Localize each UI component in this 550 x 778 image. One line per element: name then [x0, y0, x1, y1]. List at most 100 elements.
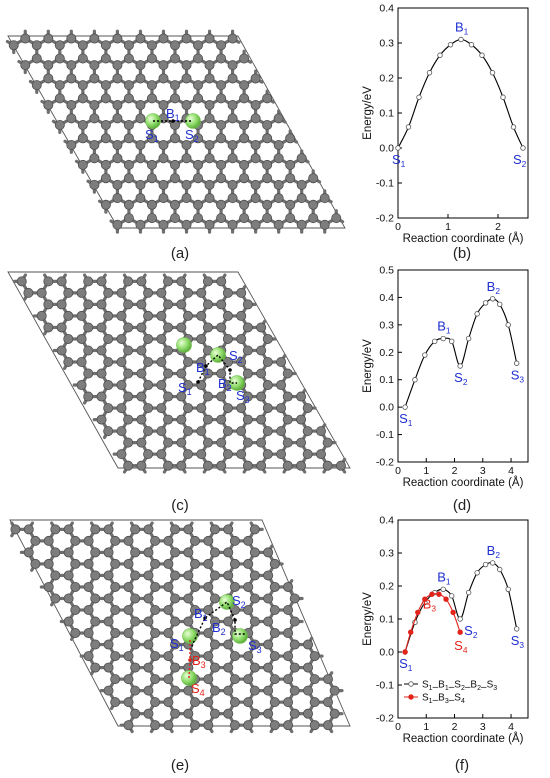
carbon-atom	[242, 391, 253, 402]
carbon-atom	[110, 651, 121, 662]
data-point	[426, 70, 433, 76]
structure-panel-a: S1 B1 S2	[5, 29, 346, 234]
carbon-atom	[216, 40, 227, 51]
carbon-atom	[176, 368, 187, 379]
carbon-atom	[112, 219, 123, 230]
data-point	[468, 42, 475, 48]
carbon-atom	[100, 80, 111, 91]
carbon-atom	[193, 133, 204, 144]
y-tick-label: 0.5	[379, 265, 394, 277]
carbon-atom	[170, 524, 181, 535]
carbon-atom	[322, 720, 333, 731]
carbon-atom	[158, 153, 169, 164]
data-point	[457, 616, 463, 622]
data-point	[520, 145, 526, 151]
carbon-atom	[136, 414, 147, 425]
carbon-atom	[156, 333, 167, 344]
carbon-atom	[123, 80, 134, 91]
carbon-atom	[204, 113, 215, 124]
carbon-atom	[89, 100, 100, 111]
carbon-atom	[250, 193, 261, 204]
carbon-atom	[100, 120, 111, 131]
carbon-atom	[223, 547, 234, 558]
carbon-atom	[263, 593, 274, 604]
carbon-atom	[83, 345, 94, 356]
carbon-atom	[146, 93, 157, 104]
carbon-atom	[163, 628, 174, 639]
carbon-atom	[83, 391, 94, 402]
carbon-atom	[282, 391, 293, 402]
carbon-atom	[216, 120, 227, 131]
carbon-atom	[143, 380, 154, 391]
carbon-atom	[243, 558, 254, 569]
carbon-atom	[100, 173, 111, 184]
carbon-atom	[31, 40, 42, 51]
carbon-atom	[136, 460, 147, 471]
carbon-atom	[222, 426, 233, 437]
carbon-atom	[83, 299, 94, 310]
lithium-atom	[210, 347, 226, 363]
point-label-S2: S2	[464, 623, 478, 640]
carbon-atom	[63, 547, 74, 558]
carbon-atom	[163, 697, 174, 708]
carbon-atom	[90, 593, 101, 604]
carbon-atom	[63, 616, 74, 627]
carbon-atom	[123, 605, 134, 616]
carbon-atom	[239, 159, 250, 170]
carbon-atom	[203, 581, 214, 592]
carbon-atom	[243, 720, 254, 731]
carbon-atom	[170, 570, 181, 581]
carbon-atom	[204, 219, 215, 230]
carbon-atom	[250, 153, 261, 164]
carbon-atom	[273, 139, 284, 150]
point-label-B1: B1	[437, 319, 451, 336]
carbon-atom	[273, 219, 284, 230]
carbon-atom	[196, 426, 207, 437]
carbon-atom	[146, 213, 157, 224]
carbon-atom	[170, 593, 181, 604]
carbon-atom	[156, 449, 167, 460]
data-point	[510, 124, 517, 130]
carbon-atom	[242, 299, 253, 310]
carbon-atom	[110, 605, 121, 616]
carbon-atom	[285, 213, 296, 224]
carbon-atom	[158, 73, 169, 84]
carbon-atom	[30, 535, 41, 546]
carbon-atom	[66, 139, 77, 150]
path-node	[188, 658, 192, 662]
carbon-atom	[236, 333, 247, 344]
carbon-atom	[170, 547, 181, 558]
carbon-atom	[50, 593, 61, 604]
path-node	[233, 618, 237, 622]
carbon-atom	[181, 33, 192, 44]
carbon-atom	[100, 53, 111, 64]
migration-path-black	[189, 600, 246, 651]
carbon-atom	[216, 93, 227, 104]
carbon-atom	[135, 193, 146, 204]
y-tick-label: 0.1	[379, 614, 394, 626]
x-tick-label: 2	[452, 721, 458, 733]
carbon-atom	[196, 356, 207, 367]
carbon-atom	[193, 213, 204, 224]
carbon-atom	[209, 708, 220, 719]
carbon-atom	[315, 426, 326, 437]
carbon-atom	[90, 639, 101, 650]
data-point	[408, 629, 414, 635]
carbon-atom	[250, 219, 261, 230]
carbon-atom	[76, 356, 87, 367]
carbon-atom	[229, 697, 240, 708]
carbon-atom	[181, 60, 192, 71]
carbon-atom	[209, 547, 220, 558]
carbon-atom	[96, 368, 107, 379]
carbon-atom	[103, 662, 114, 673]
carbon-atom	[130, 639, 141, 650]
carbon-atom	[130, 593, 141, 604]
carbon-atom	[216, 199, 227, 210]
carbon-atom	[170, 685, 181, 696]
carbon-atom	[263, 662, 274, 673]
carbon-atom	[256, 460, 267, 471]
carbon-atom	[43, 276, 54, 287]
data-point	[429, 591, 435, 597]
carbon-atom	[143, 449, 154, 460]
x-tick-label: 0	[395, 221, 401, 233]
